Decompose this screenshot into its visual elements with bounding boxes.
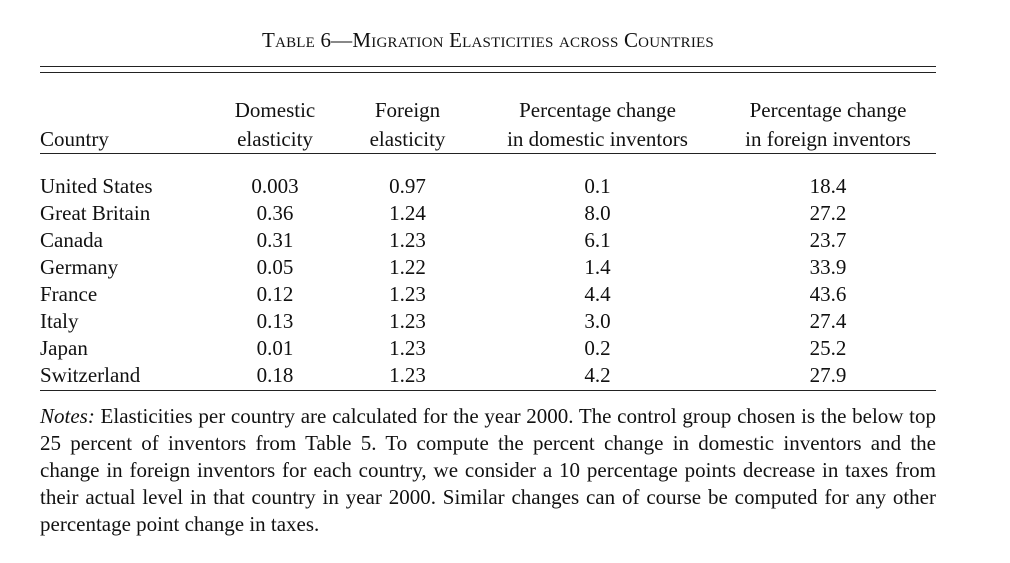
table-row: Canada 0.31 1.23 6.1 23.7: [40, 227, 936, 254]
cell-foreign-elasticity: 1.24: [389, 201, 426, 225]
top-rule-secondary: [40, 72, 936, 73]
cell-domestic-elasticity: 0.36: [256, 201, 294, 225]
cell-pct-change-domestic: 4.4: [584, 282, 611, 306]
cell-country: France: [40, 282, 98, 306]
cell-pct-change-domestic: 1.4: [584, 255, 611, 279]
cell-foreign-elasticity: 1.23: [389, 336, 426, 360]
cell-domestic-elasticity: 0.13: [256, 309, 294, 333]
cell-domestic-elasticity: 0.05: [256, 255, 294, 279]
column-header-pct-change-domestic: Percentage change in domestic inventors: [475, 84, 720, 154]
cell-pct-change-domestic: 0.1: [584, 174, 611, 198]
table-row: Great Britain 0.36 1.24 8.0 27.2: [40, 200, 936, 227]
cell-foreign-elasticity: 1.23: [389, 282, 426, 306]
notes-text: Elasticities per country are calculated …: [40, 404, 937, 536]
cell-pct-change-foreign: 27.4: [809, 309, 847, 333]
column-header-line2: in foreign inventors: [745, 127, 911, 151]
spacer-row: [40, 154, 936, 173]
cell-domestic-elasticity: 0.003: [251, 174, 299, 198]
column-header-foreign-elasticity: Foreign elasticity: [340, 84, 475, 154]
table-row: Italy 0.13 1.23 3.0 27.4: [40, 308, 936, 335]
cell-pct-change-domestic: 0.2: [584, 336, 611, 360]
cell-pct-change-foreign: 27.9: [809, 363, 847, 387]
cell-country: Canada: [40, 228, 103, 252]
column-header-line2: elasticity: [237, 127, 313, 151]
cell-country: Italy: [40, 309, 79, 333]
cell-pct-change-domestic: 8.0: [584, 201, 611, 225]
column-header-pct-change-foreign: Percentage change in foreign inventors: [720, 84, 936, 154]
cell-pct-change-foreign: 33.9: [809, 255, 847, 279]
cell-pct-change-foreign: 18.4: [809, 174, 847, 198]
table-header-row: Country Domestic elasticity Foreign elas…: [40, 84, 936, 154]
cell-country: Germany: [40, 255, 119, 279]
column-header-line2: in domestic inventors: [507, 127, 688, 151]
cell-foreign-elasticity: 1.23: [389, 228, 426, 252]
cell-domestic-elasticity: 0.12: [256, 282, 294, 306]
cell-pct-change-foreign: 25.2: [809, 336, 847, 360]
cell-foreign-elasticity: 1.23: [389, 309, 426, 333]
cell-country: Switzerland: [40, 363, 141, 387]
notes-label: Notes:: [40, 404, 95, 428]
column-header-line2: Country: [40, 127, 109, 151]
table-notes: Notes: Elasticities per country are calc…: [40, 403, 936, 538]
cell-foreign-elasticity: 1.23: [389, 363, 426, 387]
cell-pct-change-foreign: 27.2: [809, 201, 847, 225]
cell-pct-change-foreign: 43.6: [809, 282, 847, 306]
cell-domestic-elasticity: 0.18: [256, 363, 294, 387]
cell-country: United States: [40, 174, 153, 198]
cell-pct-change-domestic: 3.0: [584, 309, 611, 333]
cell-foreign-elasticity: 0.97: [389, 174, 426, 198]
header-rule: [40, 153, 936, 154]
table-row: Japan 0.01 1.23 0.2 25.2: [40, 335, 936, 362]
column-header-line2: elasticity: [369, 127, 446, 151]
elasticities-table: Country Domestic elasticity Foreign elas…: [40, 84, 936, 389]
cell-pct-change-domestic: 6.1: [584, 228, 611, 252]
column-header-country: Country: [40, 84, 210, 154]
table-row: United States 0.003 0.97 0.1 18.4: [40, 173, 936, 200]
cell-pct-change-domestic: 4.2: [584, 363, 611, 387]
column-header-line1: Foreign: [374, 98, 441, 122]
top-rule: [40, 66, 936, 67]
column-header-domestic-elasticity: Domestic elasticity: [210, 84, 340, 154]
column-header-line1: Domestic: [234, 98, 316, 122]
column-header-line1: Percentage change: [519, 98, 676, 122]
table-row: France 0.12 1.23 4.4 43.6: [40, 281, 936, 308]
cell-country: Great Britain: [40, 201, 151, 225]
column-header-line1: Percentage change: [749, 98, 907, 122]
cell-country: Japan: [40, 336, 88, 360]
table-row: Germany 0.05 1.22 1.4 33.9: [40, 254, 936, 281]
table-title: Table 6—Migration Elasticities across Co…: [262, 28, 714, 52]
bottom-rule: [40, 390, 936, 391]
cell-domestic-elasticity: 0.01: [256, 336, 294, 360]
cell-foreign-elasticity: 1.22: [389, 255, 426, 279]
cell-domestic-elasticity: 0.31: [256, 228, 294, 252]
cell-pct-change-foreign: 23.7: [809, 228, 847, 252]
table-row: Switzerland 0.18 1.23 4.2 27.9: [40, 362, 936, 389]
